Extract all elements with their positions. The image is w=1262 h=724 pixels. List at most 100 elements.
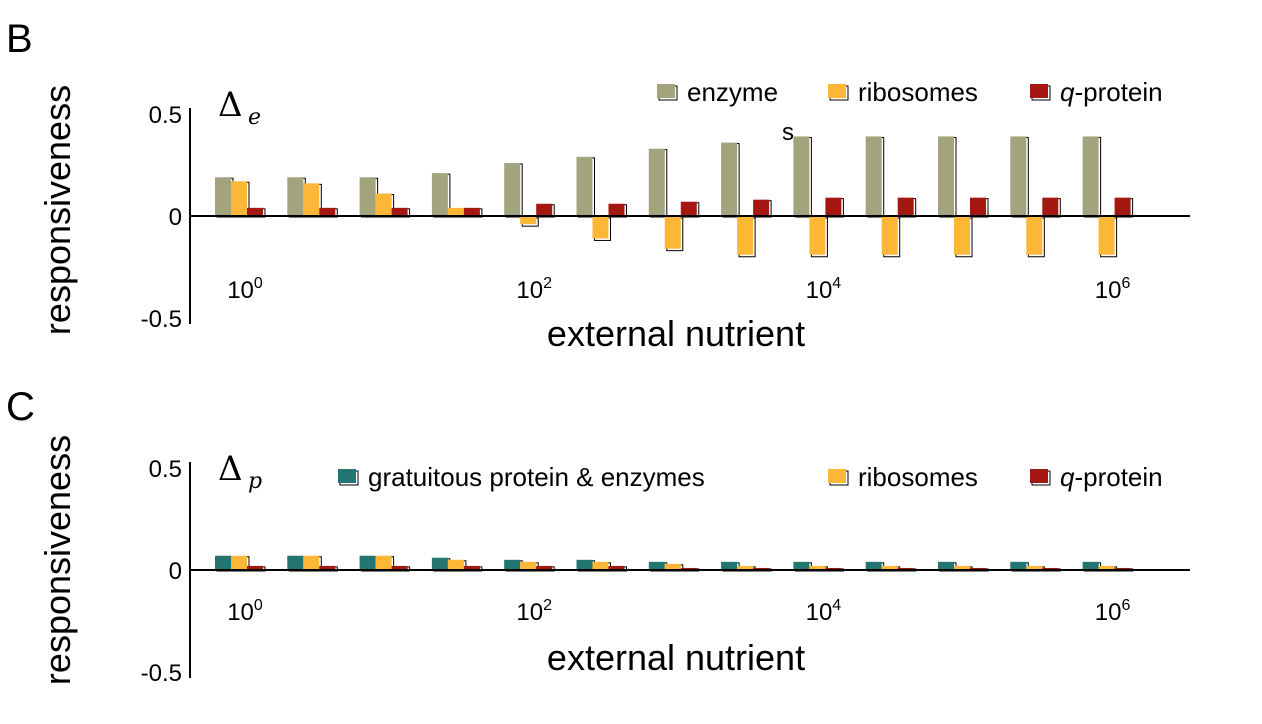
bar	[447, 207, 464, 216]
bars	[215, 136, 1134, 258]
bar	[1098, 216, 1115, 255]
bar	[463, 565, 480, 570]
bar	[1026, 565, 1043, 570]
bar	[520, 561, 537, 570]
bar	[1010, 561, 1027, 570]
bar	[592, 216, 609, 239]
bar	[970, 567, 986, 570]
bar	[391, 207, 408, 216]
bar	[970, 197, 986, 216]
bar	[319, 207, 336, 216]
delta-annotation: Δ e	[218, 85, 261, 130]
bar	[1082, 136, 1099, 216]
x-axis-label: external nutrient	[547, 313, 805, 354]
bar	[1082, 561, 1099, 570]
bar	[231, 181, 247, 216]
panel-b: B responsiveness external nutrient s Δ e…	[6, 17, 1190, 354]
delta-symbol: Δ	[218, 85, 243, 125]
bar	[536, 565, 553, 570]
legend: gratuitous protein & enzymes ribosomes q-p…	[338, 462, 1163, 492]
bar	[648, 561, 665, 570]
bar	[504, 162, 521, 216]
bar	[809, 565, 826, 570]
bar	[215, 555, 231, 570]
legend-label: enzyme	[687, 77, 778, 107]
bar	[825, 567, 842, 570]
y-axis-label: responsiveness	[37, 435, 78, 685]
bar	[825, 197, 842, 216]
legend-swatch	[828, 84, 846, 98]
x-tick-label: 104	[806, 597, 842, 626]
bar	[680, 201, 697, 216]
delta-symbol: Δ	[218, 449, 243, 489]
bar	[431, 557, 448, 570]
axes: 0.5 0 -0.5	[141, 456, 1190, 687]
legend-swatch	[657, 84, 675, 98]
legend-label: ribosomes	[858, 77, 978, 107]
panel-label: B	[6, 17, 33, 61]
bar	[1010, 136, 1027, 216]
legend-label: ribosomes	[858, 462, 978, 492]
delta-subscript: p	[248, 469, 262, 494]
bar	[865, 561, 882, 570]
bar	[287, 177, 304, 216]
bar	[897, 567, 914, 570]
legend-item: q-protein	[1030, 77, 1163, 107]
bar	[1042, 567, 1059, 570]
bar	[215, 177, 231, 216]
bar	[520, 216, 537, 225]
bar	[463, 207, 480, 216]
bar	[375, 555, 392, 570]
x-tick-label: 100	[227, 597, 263, 626]
bar	[359, 555, 376, 570]
bar	[881, 565, 898, 570]
y-tick-label: -0.5	[141, 306, 182, 333]
y-tick-label: 0	[169, 558, 182, 585]
bar	[793, 136, 810, 216]
y-tick-label: -0.5	[141, 660, 182, 687]
legend-label: q-protein	[1060, 462, 1163, 492]
bar	[954, 216, 970, 255]
x-tick-label: 102	[516, 597, 552, 626]
panel-label: C	[6, 385, 35, 429]
x-tick-label: 102	[516, 275, 552, 304]
legend-item: ribosomes	[828, 77, 978, 107]
bar	[721, 561, 738, 570]
bar	[504, 559, 521, 570]
bar	[938, 561, 954, 570]
bar	[447, 559, 464, 570]
bar	[375, 193, 392, 216]
y-tick-label: 0.5	[149, 456, 182, 483]
bar	[938, 136, 954, 216]
bar	[576, 559, 593, 570]
bar	[664, 216, 681, 249]
bar	[1026, 216, 1043, 255]
bar	[737, 216, 754, 255]
legend-swatch	[1030, 84, 1048, 98]
x-tick-label: 104	[806, 275, 842, 304]
axes: 0.5 0 -0.5	[141, 102, 1190, 333]
stray-annotation: s	[782, 119, 794, 146]
x-tick-labels: 100 102 104 106	[227, 597, 1130, 626]
x-tick-labels: 100 102 104 106	[227, 275, 1130, 304]
bar	[793, 561, 810, 570]
x-tick-label: 106	[1095, 275, 1131, 304]
bars	[215, 555, 1134, 572]
legend-item: q-protein	[1030, 462, 1163, 492]
bar	[954, 565, 970, 570]
bar	[881, 216, 898, 255]
bar	[319, 565, 336, 570]
bar	[753, 199, 770, 216]
delta-subscript: e	[248, 105, 261, 130]
y-tick-label: 0	[169, 204, 182, 231]
bar	[809, 216, 826, 255]
bar	[247, 207, 263, 216]
bar	[1114, 567, 1131, 570]
bar	[287, 555, 304, 570]
bar	[1114, 197, 1131, 216]
bar	[753, 567, 770, 570]
legend-item: ribosomes	[828, 462, 978, 492]
delta-annotation: Δ p	[218, 449, 262, 494]
bar	[1098, 565, 1115, 570]
